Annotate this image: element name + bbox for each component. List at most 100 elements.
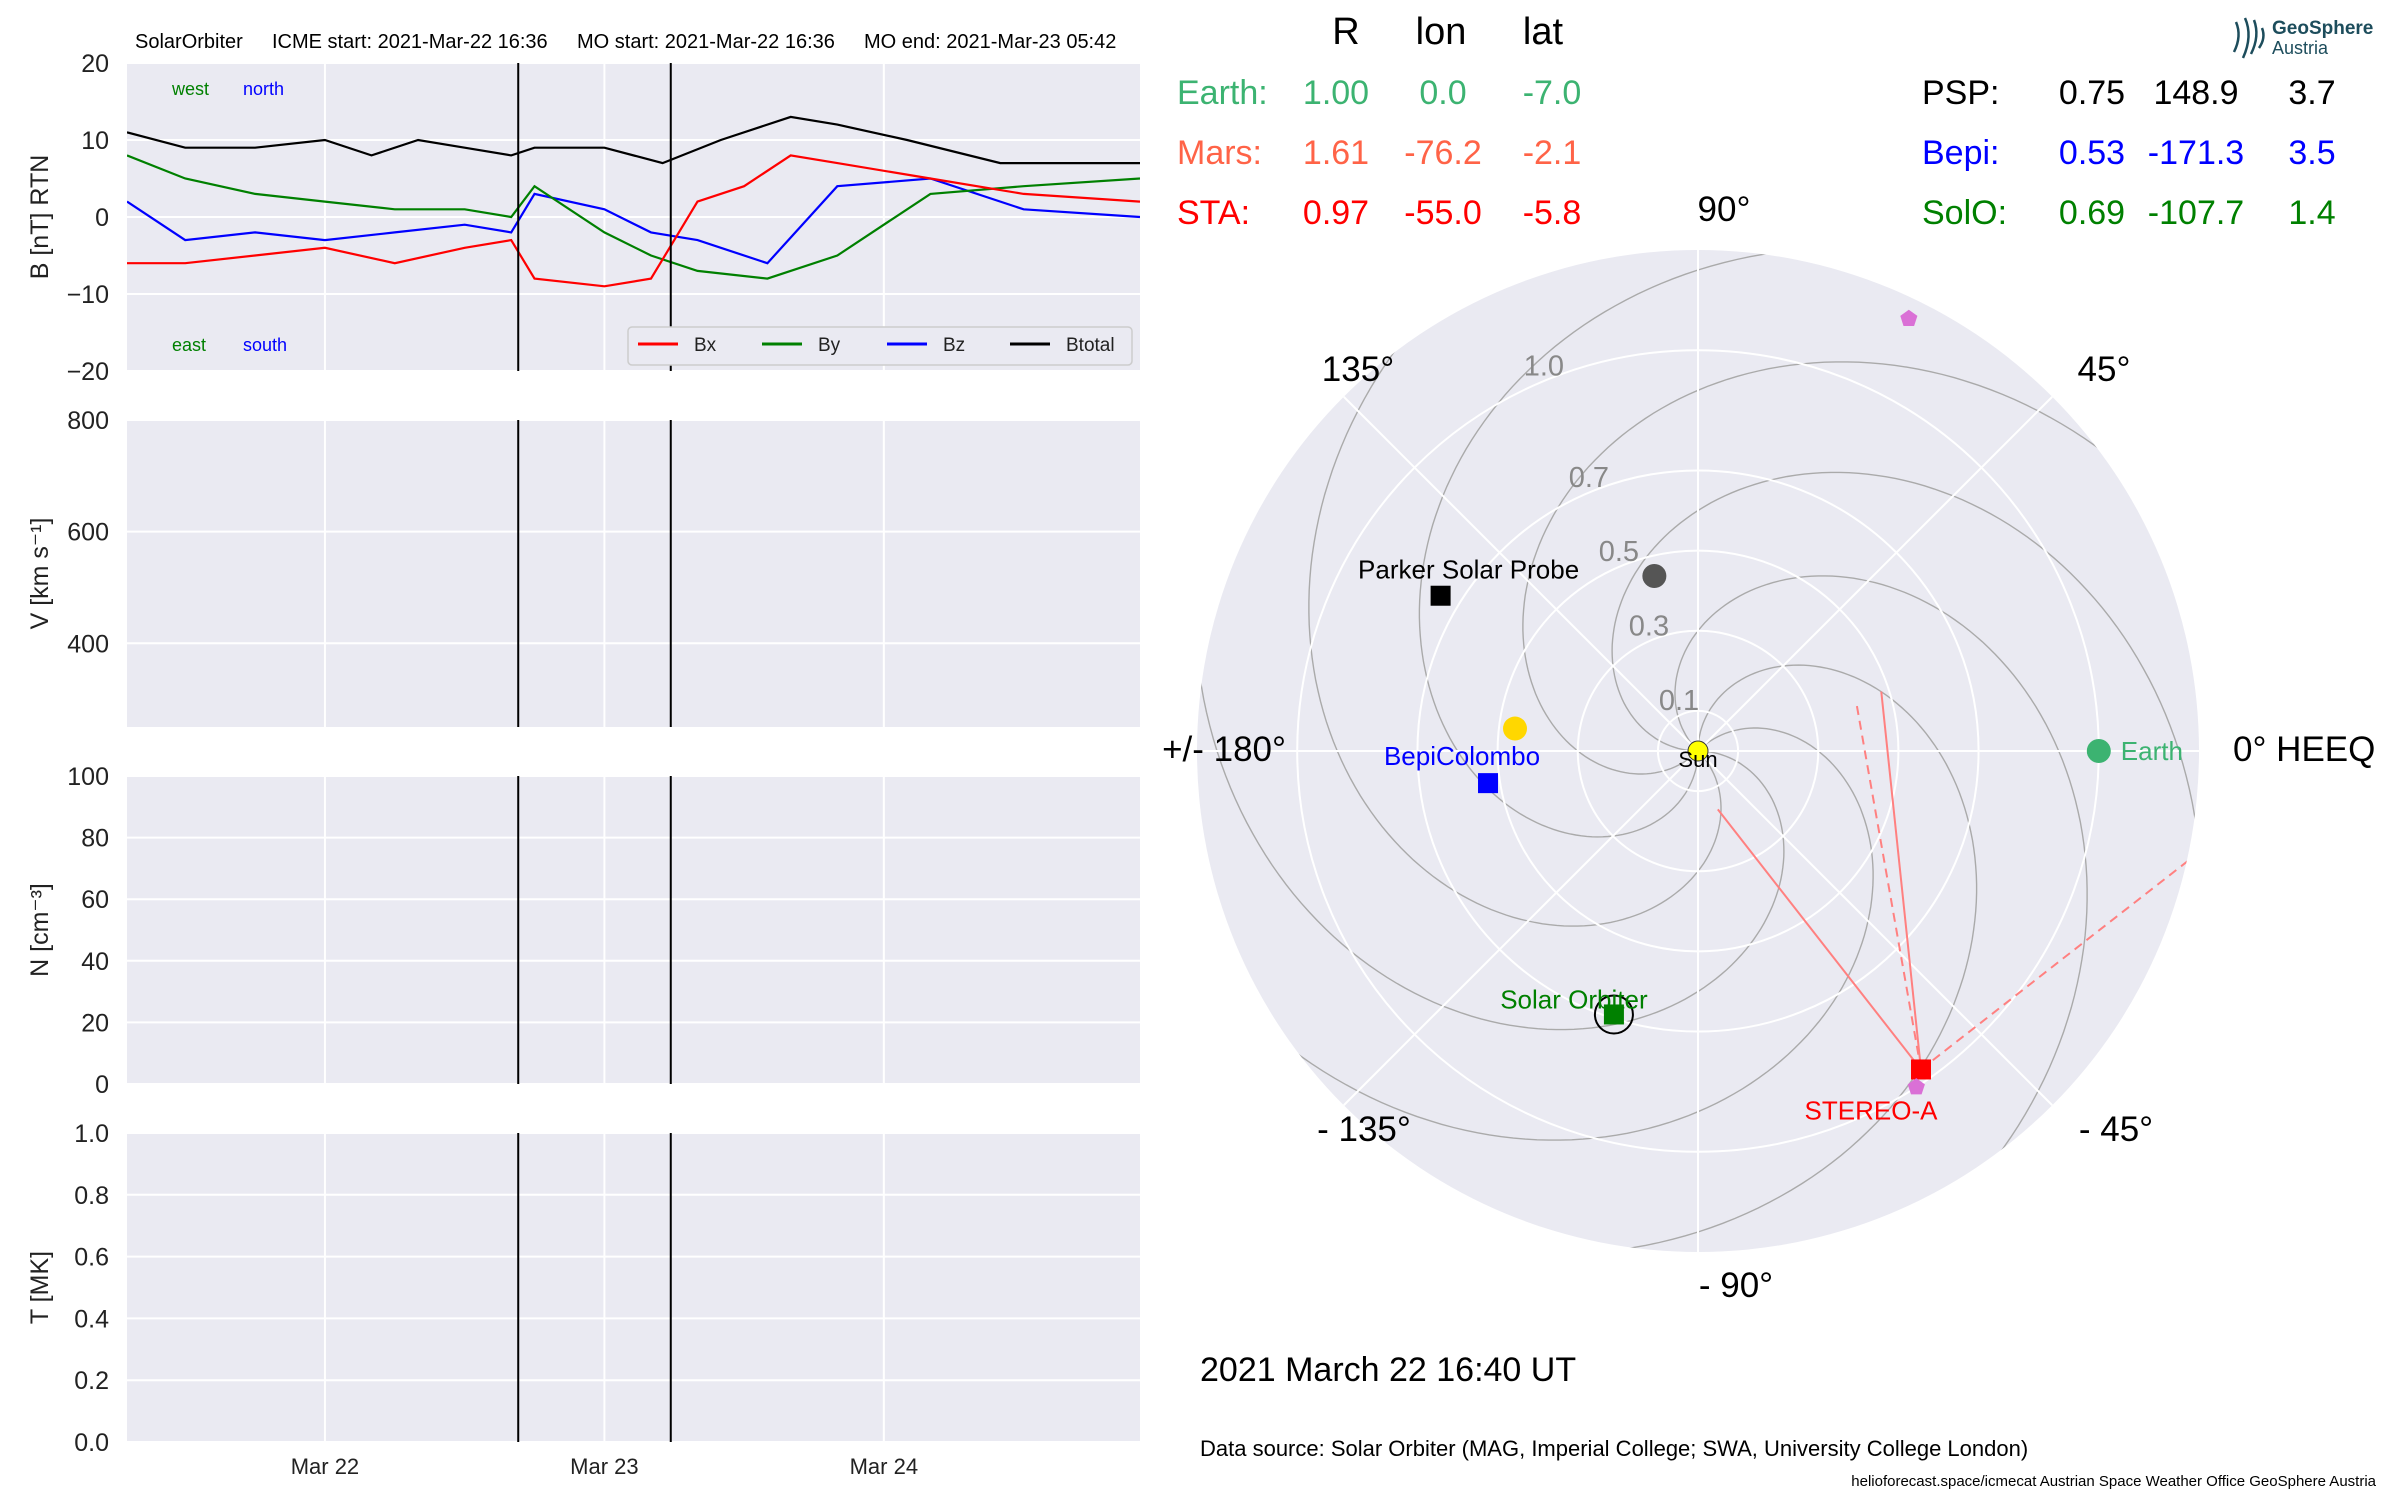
ytick-label: 0.4 <box>74 1305 109 1333</box>
body-earth: Earth <box>2086 736 2183 766</box>
legend-label-bz: Bz <box>943 335 965 356</box>
ytick-label: 20 <box>81 50 109 78</box>
row-r: 0.97 <box>1303 194 1369 232</box>
row-lon: 148.9 <box>2153 74 2238 112</box>
fov-line-dashed <box>1855 704 1922 1070</box>
body-marker <box>1910 1059 1931 1080</box>
body-parker-solar-probe: Parker Solar Probe <box>1358 555 1579 606</box>
ytick-label: 1.0 <box>74 1120 109 1148</box>
body-marker <box>1900 309 1918 326</box>
series-line-bz <box>127 177 1140 265</box>
body-label: Earth <box>2121 736 2183 766</box>
row-lon: -76.2 <box>1404 134 1482 172</box>
row-lat: -7.0 <box>1523 74 1582 112</box>
annotation-west: west <box>171 79 209 99</box>
row-r: 0.69 <box>2059 194 2125 232</box>
body-label: Sun <box>1678 747 1717 772</box>
stereo-a-fov <box>1717 691 2199 1071</box>
row-name: Earth: <box>1177 74 1268 112</box>
ytick-label: 0.8 <box>74 1182 109 1210</box>
xtick-label: Mar 23 <box>570 1454 638 1479</box>
body-marker <box>1503 716 1528 741</box>
row-name: STA: <box>1177 194 1250 232</box>
body-marker <box>1603 1004 1624 1025</box>
solo-ring <box>1593 994 1634 1035</box>
ytick-label: −20 <box>67 358 109 386</box>
table-header-lon: lon <box>1416 11 1467 53</box>
angle-label-m45: - 45° <box>2079 1110 2153 1149</box>
angular-gridline <box>1343 396 1699 752</box>
angle-label-m90: - 90° <box>1699 1266 1773 1305</box>
radial-tick-label: 0.3 <box>1629 611 1669 643</box>
row-lon: -107.7 <box>2148 194 2244 232</box>
fov-line-solid <box>1880 691 1922 1070</box>
row-name: PSP: <box>1922 74 1999 112</box>
header-mo-end: MO end: 2021-Mar-23 05:42 <box>864 31 1116 53</box>
spiral-line <box>1674 575 2088 1252</box>
series-line-by <box>127 154 1140 280</box>
xtick-label: Mar 24 <box>850 1454 918 1479</box>
fov-line-dashed <box>1920 847 2199 1071</box>
panel-background <box>127 776 1140 1084</box>
table-header-r: R <box>1332 11 1359 53</box>
y-axis-label: T [MK] <box>26 1251 54 1324</box>
polar-position-plot: 0.1 0.3 0.5 0.7 1.0 90° 45° 135° +/- 180° 0° HEEQ… <box>1162 190 2375 1305</box>
table-row-mars: Mars: 1.61 -76.2 -2.1 <box>1177 134 1581 172</box>
logo-line1: GeoSphere <box>2272 18 2373 39</box>
annotation-east: east <box>172 335 206 355</box>
radial-tick-label: 1.0 <box>1524 350 1564 382</box>
body-label: STEREO-A <box>1805 1095 1939 1125</box>
ytick-label: 600 <box>67 519 109 547</box>
table-row-psp: PSP: 0.75 148.9 3.7 <box>1922 74 2336 112</box>
spiral-line <box>1522 361 2199 775</box>
row-r: 0.53 <box>2059 134 2125 172</box>
ytick-label: 0.6 <box>74 1244 109 1272</box>
ytick-label: 0 <box>95 204 109 232</box>
header-icme-start: ICME start: 2021-Mar-22 16:36 <box>272 31 548 53</box>
ytick-label: 0.0 <box>74 1429 109 1457</box>
panel-3: 1.0 0.8 0.6 0.4 0.2 0.0 T [MK] <box>26 1120 1140 1457</box>
row-name: SolO: <box>1922 194 2007 232</box>
spiral-line <box>1432 664 1978 1252</box>
spiral-line <box>1197 727 1874 1141</box>
series-line-btotal <box>127 115 1140 165</box>
spiral-line <box>1418 250 1964 838</box>
body-mars <box>1900 309 1918 326</box>
row-lat: -2.1 <box>1523 134 1582 172</box>
body-marker <box>1907 1078 1925 1095</box>
angle-label-180: +/- 180° <box>1162 730 1286 769</box>
ytick-label: 0.2 <box>74 1367 109 1395</box>
legend-box <box>627 326 1133 366</box>
spiral-line <box>1611 471 2199 1017</box>
legend-label-bx: Bx <box>694 335 717 356</box>
row-name: Bepi: <box>1922 134 2000 172</box>
row-r: 1.00 <box>1303 74 1369 112</box>
body-bepicolombo: BepiColombo <box>1384 741 1540 794</box>
row-lat: 3.7 <box>2288 74 2335 112</box>
angle-label-0: 0° HEEQ <box>2233 730 2375 769</box>
body-label: Parker Solar Probe <box>1358 555 1579 585</box>
row-lon: -55.0 <box>1404 194 1482 232</box>
ytick-label: 0 <box>95 1071 109 1099</box>
row-lat: -5.8 <box>1523 194 1582 232</box>
fov-line-solid <box>1717 808 1922 1071</box>
body-marker <box>1430 585 1451 606</box>
ytick-label: 800 <box>67 407 109 435</box>
spiral-line <box>1308 250 1722 927</box>
body-label: Solar Orbiter <box>1500 984 1648 1014</box>
header-mo-start: MO start: 2021-Mar-22 16:36 <box>577 31 835 53</box>
table-row-earth: Earth: 1.00 0.0 -7.0 <box>1177 74 1581 112</box>
row-r: 1.61 <box>1303 134 1369 172</box>
body-marker <box>1642 563 1667 588</box>
table-row-sta: STA: 0.97 -55.0 -5.8 <box>1177 194 1581 232</box>
series-line-bx <box>127 154 1140 288</box>
ytick-label: 80 <box>81 825 109 853</box>
angle-label-90: 90° <box>1698 190 1751 229</box>
body-marker <box>1687 740 1709 762</box>
angle-label-135: 135° <box>1322 350 1394 389</box>
row-lon: 0.0 <box>1419 74 1466 112</box>
body-sun: Sun <box>1678 740 1718 772</box>
row-name: Mars: <box>1177 134 1262 172</box>
body-stereo-a: STEREO-A <box>1805 1059 1939 1125</box>
